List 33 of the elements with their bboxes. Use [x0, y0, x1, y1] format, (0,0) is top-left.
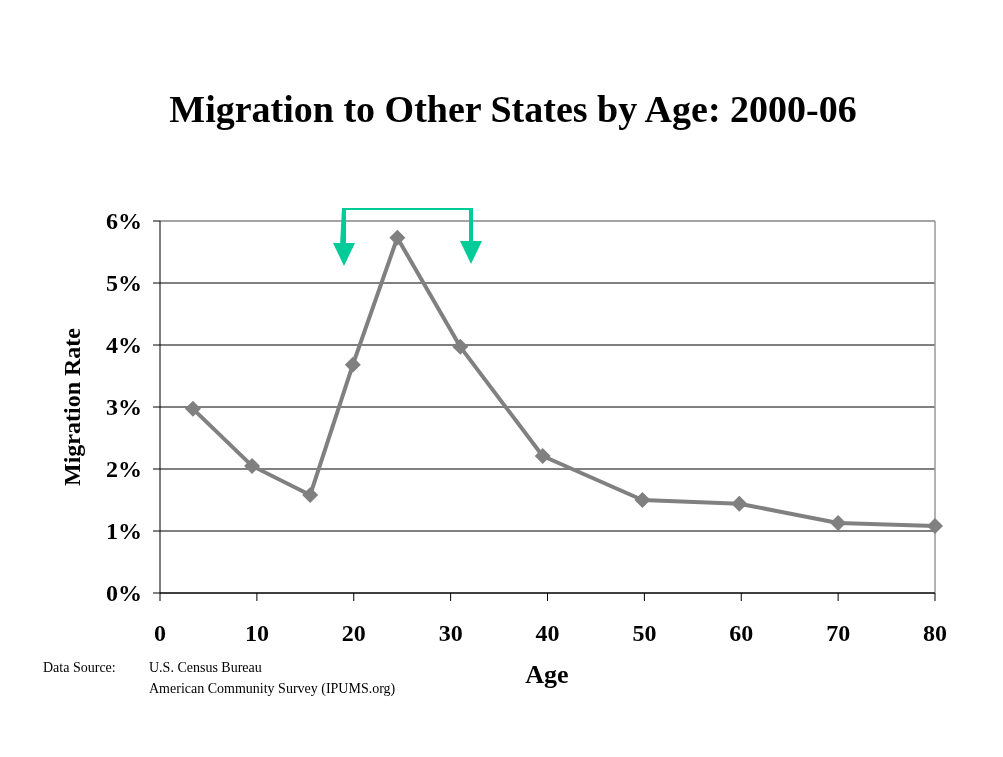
- y-tick-label: 0%: [106, 580, 142, 607]
- point: [302, 487, 319, 504]
- x-tick-label: 70: [826, 620, 851, 646]
- point: [731, 495, 748, 512]
- x-tick-label: 10: [244, 620, 269, 646]
- point: [927, 518, 943, 535]
- y-tick-label: 2%: [106, 456, 142, 483]
- text: American Community Survey (IPUMS.org): [149, 681, 396, 697]
- y-axis-title: Migration Rate: [59, 327, 85, 486]
- point: [389, 229, 406, 246]
- point: [634, 492, 651, 508]
- y-tick-label: 3%: [106, 394, 142, 421]
- point: [184, 400, 201, 417]
- chart-title: Migration to Other States by Age: 2000-06: [169, 88, 857, 130]
- y-tick-label: 6%: [106, 208, 142, 235]
- point: [534, 447, 551, 464]
- x-tick-label: 60: [729, 620, 754, 646]
- point: [244, 457, 261, 474]
- y-tick-label: 1%: [106, 518, 142, 545]
- y-tick-label: 5%: [106, 270, 142, 297]
- x-tick-label: 20: [341, 620, 366, 646]
- text: U.S. Census Bureau: [149, 660, 262, 675]
- x-tick-label: 30: [438, 620, 463, 646]
- x-axis-title: Age: [525, 660, 569, 689]
- x-tick-label: 0: [154, 620, 166, 646]
- y-tick-label: 4%: [106, 332, 142, 359]
- x-tick-label: 50: [632, 620, 657, 646]
- point: [452, 338, 469, 355]
- x-tick-label: 40: [535, 620, 560, 646]
- point: [344, 356, 361, 373]
- source-note: Data Source:: [43, 660, 116, 675]
- x-tick-label: 80: [923, 620, 947, 646]
- point: [830, 514, 847, 531]
